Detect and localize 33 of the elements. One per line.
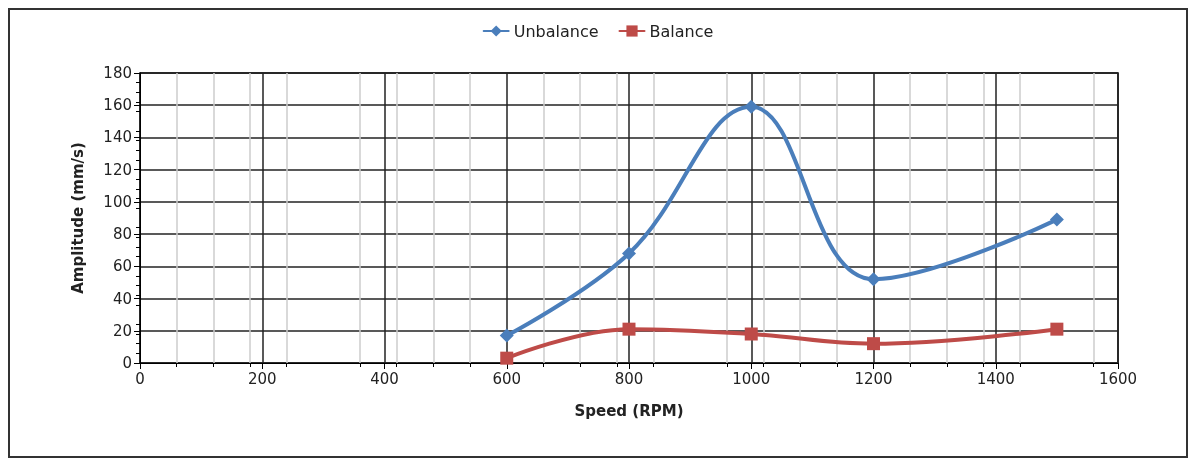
point [866, 272, 881, 287]
y-tick-label: 140 [103, 128, 132, 147]
point [1049, 212, 1064, 227]
point [500, 351, 514, 365]
x-axis-title: Speed (RPM) [574, 401, 684, 420]
point [744, 99, 759, 114]
x-tick-label: 600 [492, 369, 522, 388]
y-tick-label: 80 [112, 225, 132, 244]
x-tick-label: 0 [135, 369, 145, 388]
y-tick-label: 40 [112, 289, 132, 308]
x-tick-label: 400 [370, 369, 399, 388]
point [867, 337, 880, 351]
x-tick-label: 800 [614, 369, 644, 388]
x-tick-label: 1200 [854, 369, 893, 388]
y-tick-label: 60 [112, 257, 132, 276]
legend-label: Balance [649, 21, 714, 41]
point [499, 328, 514, 343]
y-tick-label: 120 [103, 160, 132, 179]
y-tick-label: 160 [103, 96, 132, 115]
legend-label: Unbalance [513, 21, 599, 41]
x-tick-label: 1400 [976, 369, 1015, 388]
x-tick-label: 1000 [732, 369, 771, 388]
point [622, 246, 636, 261]
y-axis-title: Amplitude (mm/s) [68, 142, 87, 294]
point [622, 322, 636, 336]
point [1050, 322, 1064, 336]
y-tick-label: 100 [103, 192, 132, 211]
y-tick-label: 20 [112, 321, 132, 340]
x-tick-label: 1600 [1098, 369, 1138, 388]
y-tick-label: 0 [122, 354, 132, 372]
y-tick-label: 180 [103, 64, 132, 82]
x-tick-label: 200 [247, 369, 277, 388]
point [744, 327, 758, 341]
